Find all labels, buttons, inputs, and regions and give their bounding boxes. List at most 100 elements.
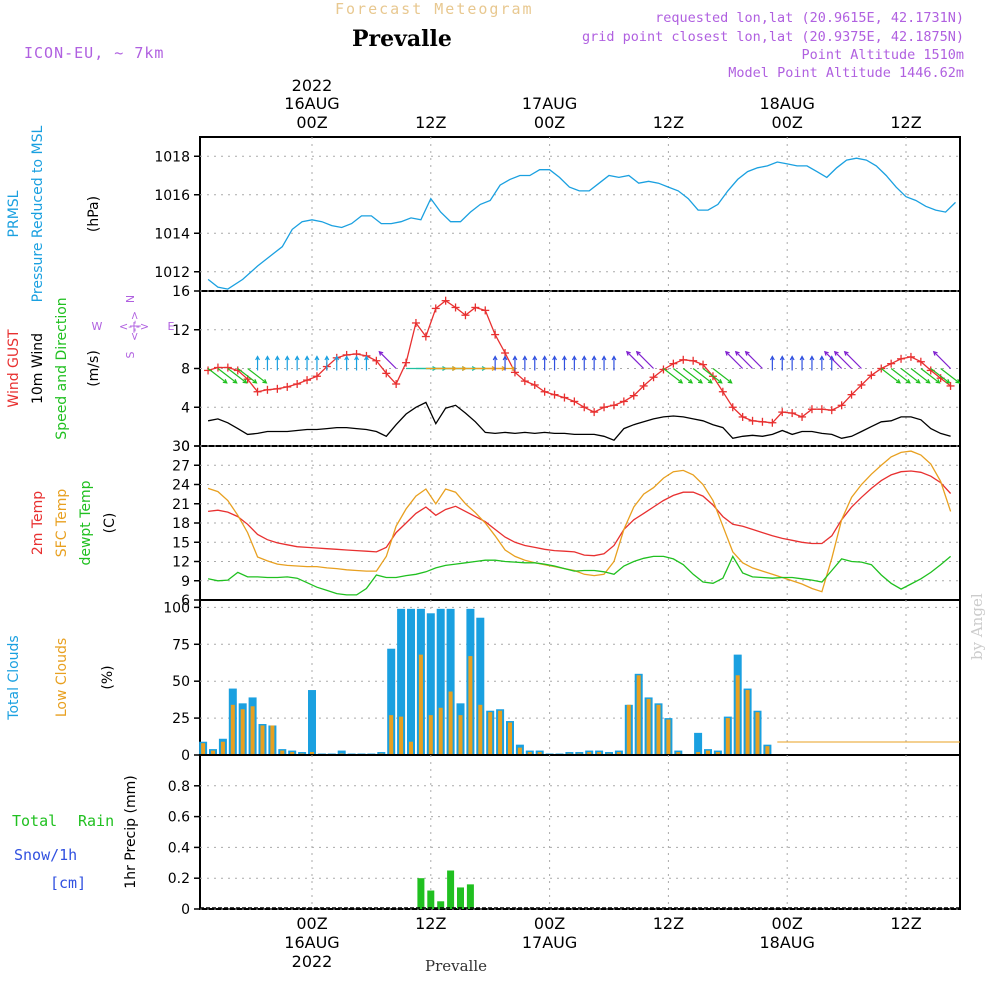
rain-bar	[437, 901, 445, 909]
wind-arrow-shaft	[844, 351, 862, 369]
precip-label-total: Total	[12, 812, 57, 830]
y-tick-label: 50	[172, 674, 190, 690]
wind-arrow-head	[252, 378, 258, 384]
footer-location: Prevalle	[425, 957, 488, 975]
wind-arrow-head	[571, 355, 577, 361]
panel-label-pressure-reduced-to-msl: Pressure Reduced to MSL	[30, 125, 46, 302]
wind-arrow	[324, 355, 330, 371]
gust-marker	[293, 380, 302, 388]
compass-arrows-vertical: <-|->	[128, 311, 141, 341]
wind-arrow	[502, 355, 508, 371]
wind-arrow	[880, 368, 901, 384]
compass-west: W	[92, 320, 103, 333]
wind-arrow	[663, 368, 684, 384]
y-tick-label: 12	[172, 323, 190, 339]
top-tick-date: 16AUG	[284, 94, 339, 113]
y-tick-label: 12	[172, 555, 190, 571]
y-tick-label: 0	[181, 439, 190, 455]
low-cloud-bar	[666, 719, 671, 755]
y-tick-label: 16	[172, 284, 190, 300]
wind-arrow-head	[522, 355, 528, 361]
wind-arrow-shaft	[682, 368, 703, 384]
low-cloud-bar	[597, 752, 602, 755]
wind-arrow-head	[724, 350, 730, 356]
low-cloud-bar	[211, 750, 215, 755]
gust-marker	[421, 332, 430, 341]
panel-pressure: 1012 1014 1016 1018 PRMSL Pressure Reduced to…	[6, 125, 961, 302]
total-cloud-bar	[407, 608, 415, 755]
wind-arrow	[601, 355, 607, 371]
wind-arrow	[435, 366, 468, 371]
precip-axis-label: 1hr Precip (mm)	[123, 775, 139, 888]
wind-arrow-head	[284, 355, 290, 361]
panel-label-prmsl: PRMSL	[6, 190, 22, 237]
wind-arrow	[542, 355, 548, 371]
wind-arrow-head	[262, 378, 268, 384]
wind-arrow-head	[378, 350, 384, 356]
gust-marker	[223, 363, 232, 372]
wind-arrow	[833, 350, 852, 369]
y-tick-label: 0	[181, 902, 190, 918]
low-cloud-bar	[409, 741, 413, 755]
low-cloud-bar	[587, 752, 592, 755]
wind-arrow-head	[512, 355, 518, 361]
rain-bar	[427, 890, 435, 909]
wind-arrow-head	[819, 355, 825, 361]
y-tick-label: 1014	[154, 226, 190, 242]
low-cloud-bar	[765, 746, 770, 755]
wind-arrow-head	[294, 355, 300, 361]
wind-arrow	[284, 355, 290, 371]
wind-arrow-head	[532, 355, 538, 361]
wind-arrow	[304, 355, 310, 371]
gust-marker	[530, 380, 539, 389]
wind-arrow	[823, 350, 843, 369]
panel-label--: (%)	[100, 665, 116, 689]
wind-arrow-shaft	[933, 351, 951, 369]
panel-label--m-s-: (m/s)	[86, 350, 102, 387]
precip-label-unit: [cm]	[50, 874, 86, 892]
wind-arrow	[591, 355, 597, 371]
wind-arrow-shaft	[824, 351, 843, 369]
wind-arrow-shaft	[702, 368, 723, 384]
top-tick-year: 2022	[292, 76, 333, 95]
low-cloud-bar	[508, 722, 512, 755]
y-tick-label: 24	[172, 478, 190, 494]
bottom-tick-time: 00Z	[296, 914, 327, 933]
gust-marker	[629, 391, 638, 400]
wind-arrow-head	[895, 378, 901, 384]
wind-arrow-head	[809, 355, 815, 361]
wind-arrow-shaft	[735, 351, 753, 369]
wind-arrow	[354, 355, 359, 371]
wind-arrow	[562, 355, 567, 371]
wind-arrow-head	[915, 378, 921, 384]
compass-east: E	[168, 320, 175, 333]
wind-arrow-head	[789, 355, 795, 361]
wind-arrow-head	[905, 378, 911, 384]
low-cloud-bar	[527, 752, 532, 755]
low-cloud-bar	[428, 715, 433, 755]
gust-marker	[580, 403, 589, 412]
wind-arrow	[255, 355, 260, 371]
wind-arrow	[207, 368, 228, 384]
gust-marker	[520, 377, 529, 386]
wind-arrow-head	[744, 350, 750, 356]
top-tick-time: 00Z	[772, 113, 803, 132]
low-cloud-bar	[230, 704, 235, 755]
wind-arrow	[789, 355, 795, 371]
low-cloud-bar	[725, 718, 730, 755]
wind-arrow	[378, 350, 397, 369]
y-tick-label: 1018	[154, 149, 190, 165]
y-tick-label: 8	[181, 362, 190, 378]
wind-arrow-head	[769, 355, 775, 361]
y-tick-label: 0.2	[168, 871, 190, 887]
low-cloud-bar	[458, 715, 463, 755]
wind-arrow	[625, 350, 645, 369]
rain-bar	[457, 887, 464, 909]
low-cloud-bar	[280, 750, 285, 755]
wind-arrow	[635, 350, 654, 369]
wind-arrow	[274, 355, 280, 371]
wind-arrow-shaft	[920, 368, 940, 384]
wind-arrow-shaft	[834, 351, 852, 369]
total-cloud-bar	[397, 608, 406, 755]
